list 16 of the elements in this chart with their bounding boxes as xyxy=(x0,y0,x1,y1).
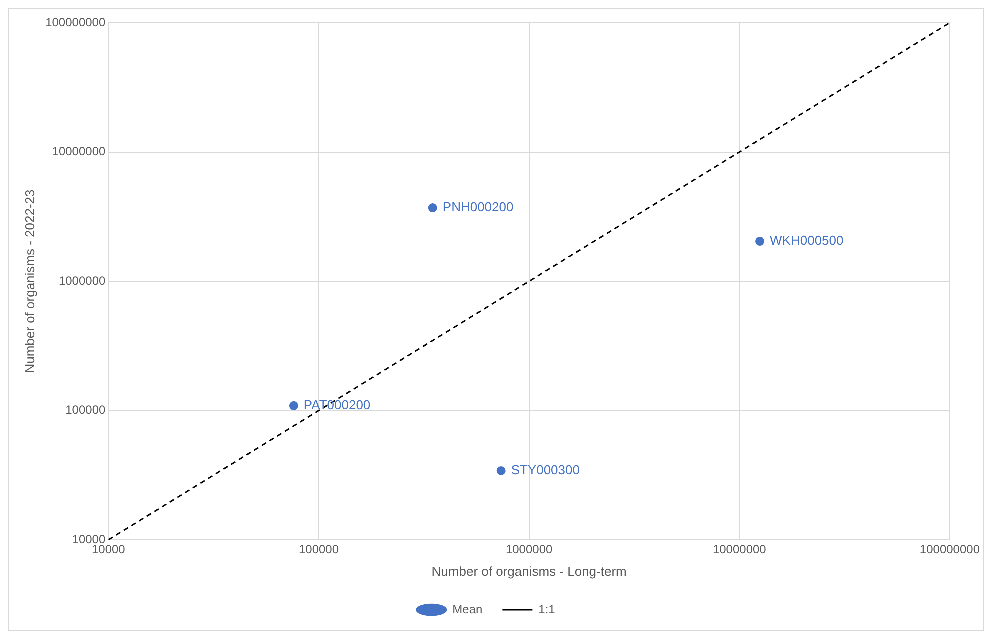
x-tick-label: 10000000 xyxy=(712,542,767,557)
legend-label: Mean xyxy=(452,602,483,616)
y-tick-label: 1000000 xyxy=(58,274,106,288)
x-tick-label: 100000000 xyxy=(920,542,980,557)
y-tick-label: 10000000 xyxy=(52,144,106,159)
annotation: PAT000200 xyxy=(304,397,371,412)
y-tick-label: 100000 xyxy=(66,403,106,418)
annotation: STY000300 xyxy=(511,462,580,478)
y-tick-label: 100000000 xyxy=(46,15,106,30)
x-axis-title: Number of organisms - Long-term xyxy=(432,564,627,579)
legend-label: 1:1 xyxy=(538,602,556,616)
annotation: WKH000500 xyxy=(770,233,844,248)
x-tick-label: 1000000 xyxy=(506,542,553,557)
annotation: PNH000200 xyxy=(442,200,514,215)
x-tick-label: 100000 xyxy=(298,542,340,557)
y-axis-title: Number of organisms - 2022-23 xyxy=(22,190,38,374)
